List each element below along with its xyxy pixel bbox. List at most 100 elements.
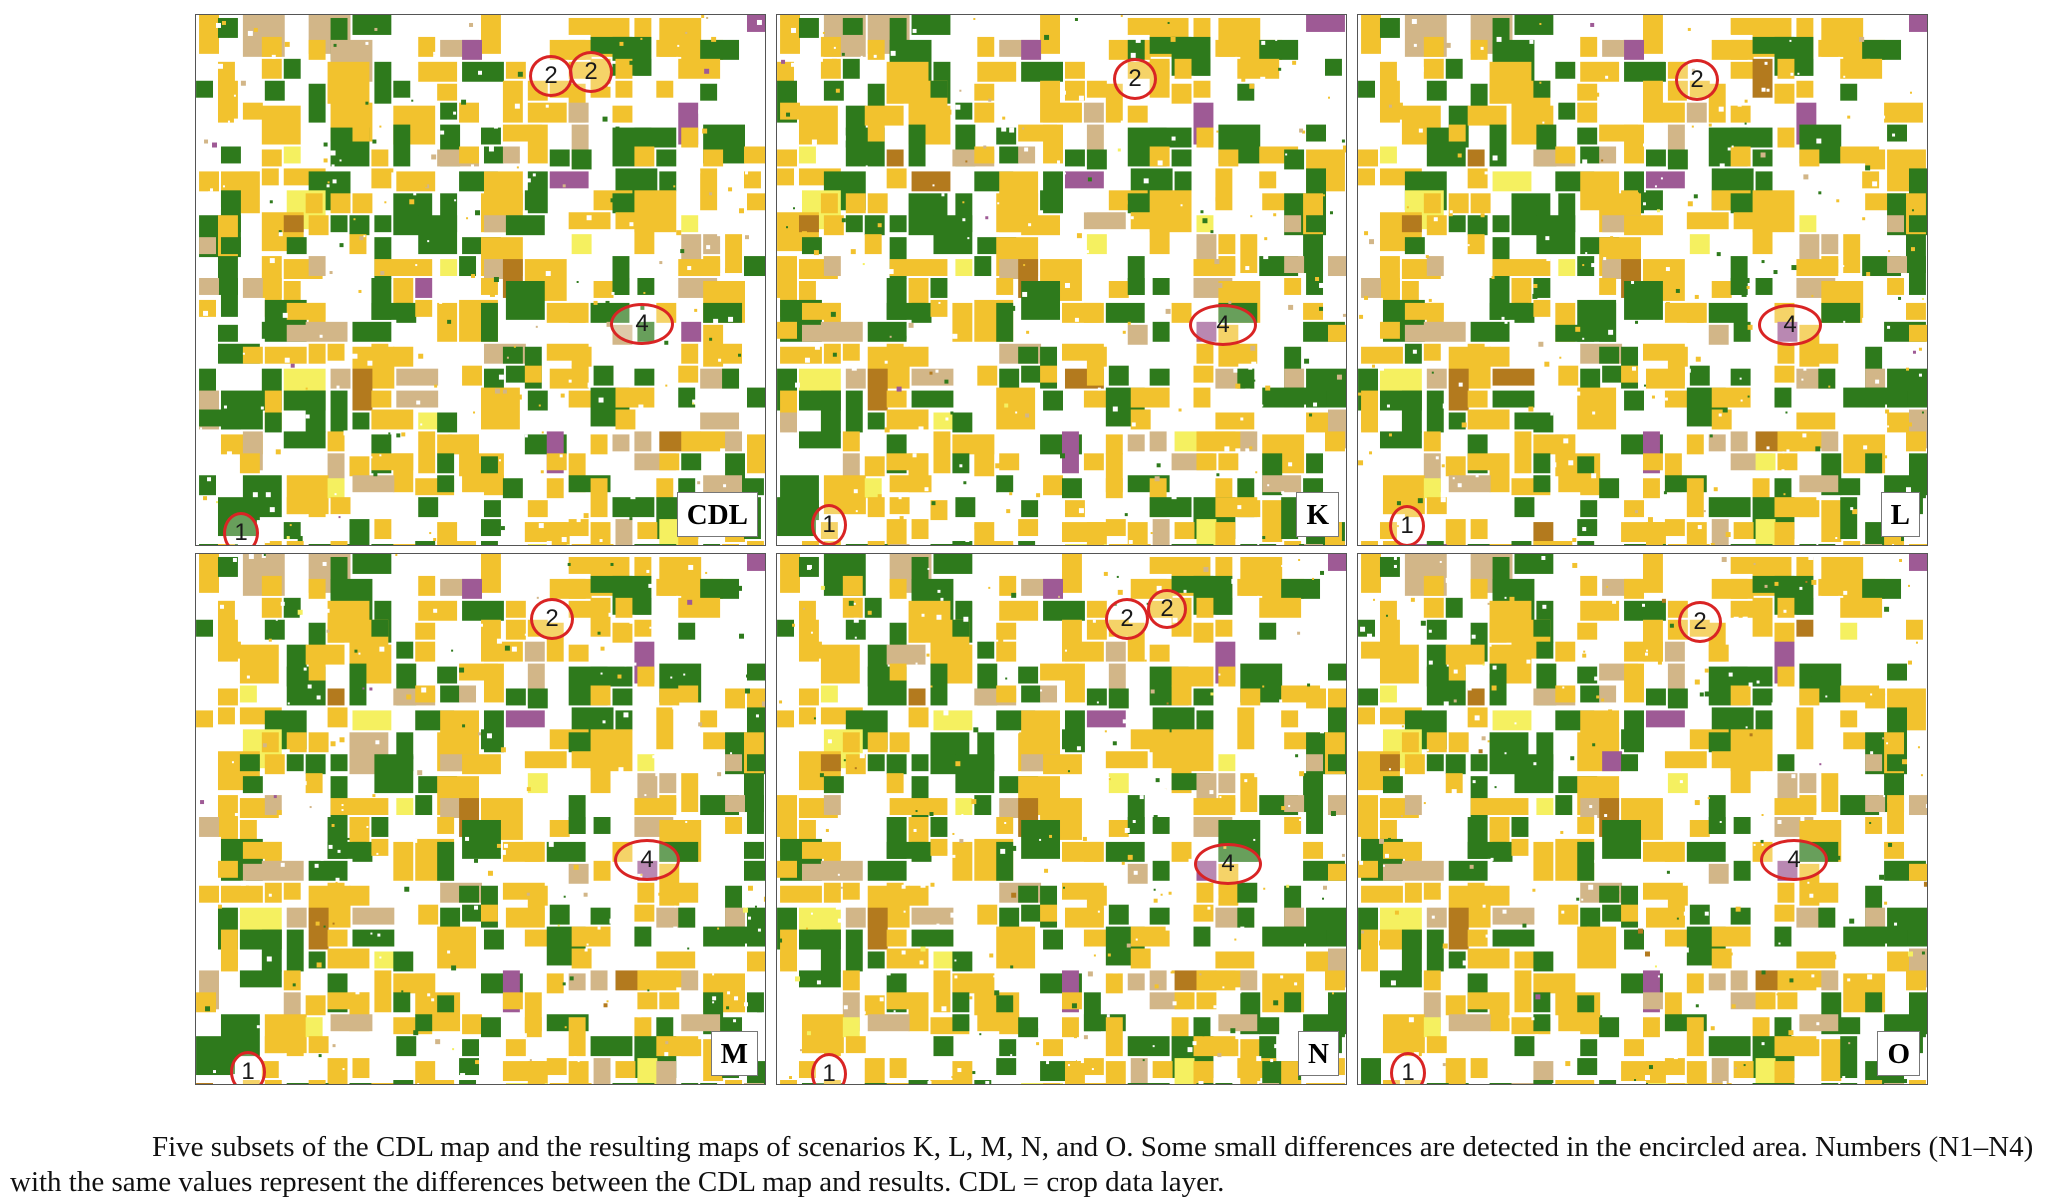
pixel-speckle [1165,308,1171,314]
pixel-speckle [1067,1064,1070,1067]
crop-field [239,685,257,703]
pixel-speckle [1153,888,1156,891]
pixel-speckle [227,120,230,123]
crop-field [1555,544,1573,545]
pixel-speckle [955,104,961,110]
pixel-speckle [1601,698,1605,702]
pixel-speckle [1524,605,1530,611]
crop-field [352,929,395,947]
crop-field [283,882,301,900]
crop-field [505,710,545,728]
crop-field [327,929,348,947]
difference-marker-1: 1 [811,504,847,545]
pixel-speckle [1192,1041,1197,1046]
crop-field [327,622,345,643]
pixel-speckle [1847,115,1851,119]
crop-field [480,1017,501,1038]
pixel-speckle [1127,321,1131,325]
crop-field [1887,256,1908,274]
pixel-speckle [1017,731,1020,734]
pixel-speckle [853,617,859,623]
crop-field [352,193,373,214]
pixel-speckle [959,883,962,886]
crop-field [722,368,740,389]
crop-field [330,497,351,515]
crop-field [1884,102,1923,123]
pixel-speckle [1826,686,1829,689]
pixel-speckle [564,98,568,102]
crop-field [1105,751,1148,769]
crop-field [634,544,677,545]
crop-field [1306,688,1327,709]
pixel-speckle [1012,84,1016,88]
crop-field [308,256,326,277]
pixel-speckle [1189,815,1193,819]
crop-field [1108,688,1129,709]
pixel-speckle [289,524,292,527]
crop-field [440,685,461,703]
crop-field [1064,1083,1107,1084]
crop-field [996,1058,1017,1076]
pixel-speckle [1068,397,1071,400]
pixel-speckle [1250,215,1253,218]
pixel-speckle [1552,1083,1555,1084]
crop-field [1152,321,1170,342]
crop-field [1382,776,1403,794]
pixel-speckle [232,557,237,562]
pixel-speckle [1854,901,1857,904]
crop-field [864,597,882,618]
crop-field [634,619,652,637]
pixel-speckle [1359,860,1364,865]
pixel-speckle [336,121,340,125]
pixel-speckle [855,510,858,513]
pixel-speckle [1491,685,1497,691]
crop-field [1599,729,1617,750]
pixel-speckle [280,862,285,867]
pixel-speckle [832,352,837,357]
pixel-speckle [1440,497,1446,503]
crop-field [568,1061,589,1084]
crop-field [889,475,932,493]
pixel-speckle [930,882,935,887]
pixel-speckle [791,27,797,33]
pixel-speckle [1209,790,1214,795]
pixel-speckle [756,1007,762,1013]
crop-field [196,80,214,98]
pixel-speckle [1687,201,1693,207]
crop-field [637,882,655,903]
pixel-speckle [854,636,857,639]
pixel-speckle [600,672,603,675]
pixel-speckle [932,184,935,187]
pixel-speckle [1694,679,1700,685]
pixel-speckle [1036,493,1041,498]
pixel-speckle [653,448,658,453]
crop-field [571,346,592,367]
pixel-speckle [701,15,705,18]
crop-field [612,1083,655,1084]
crop-field [1843,234,1861,274]
pixel-speckle [1025,462,1030,467]
pixel-speckle [811,139,817,145]
pixel-speckle [1807,881,1810,884]
crop-field [1555,641,1576,662]
crop-field [1558,102,1576,120]
crop-field [1511,817,1529,837]
crop-field [1492,907,1535,925]
pixel-speckle [1568,460,1574,466]
crop-field [1061,729,1082,750]
crop-field [437,666,458,684]
pixel-speckle [615,126,620,131]
pixel-speckle [1176,917,1181,922]
pixel-speckle [290,826,294,830]
crop-field [1818,578,1839,596]
pixel-speckle [1718,413,1722,417]
crop-field [656,39,677,57]
crop-field [1325,970,1345,991]
pixel-speckle [1582,337,1585,340]
crop-field [396,390,439,408]
pixel-speckle [293,944,299,950]
pixel-speckle [242,352,245,355]
crop-field [459,685,477,703]
crop-field [1152,817,1170,834]
